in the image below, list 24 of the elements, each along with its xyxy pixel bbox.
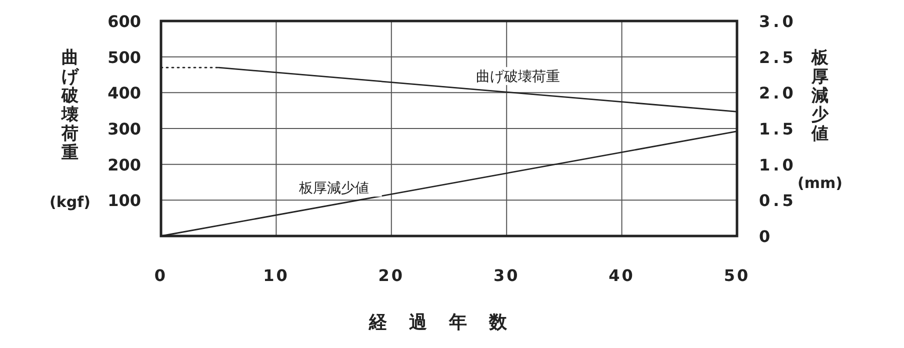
series-label: 曲げ破壊荷重 <box>476 69 560 86</box>
text: 曲げ破壊荷重 (kgf) <box>50 48 90 211</box>
x-tick-label: 50 <box>724 266 750 285</box>
x-tick-label: 40 <box>608 266 635 285</box>
y-tick-label: 600 <box>108 12 141 31</box>
y-tick-label: 100 <box>108 191 141 210</box>
y2-tick-label: 1.0 <box>759 155 796 174</box>
y2-tick-label: 2.0 <box>759 84 796 103</box>
y-tick-label: 500 <box>108 48 141 67</box>
text: 板厚減少値 (mm) <box>798 48 842 192</box>
y2-tick-label: 1.5 <box>759 120 796 138</box>
y-tick-label: 400 <box>108 84 141 103</box>
x-tick-label: 20 <box>378 266 405 285</box>
y2-tick-label: 3.0 <box>759 12 796 31</box>
y2-tick-label: 0.5 <box>759 191 796 210</box>
x-axis-title: 経過年数 <box>368 312 529 333</box>
y2-tick-label: 0 <box>759 227 774 246</box>
x-tick-label: 0 <box>154 266 168 285</box>
y-tick-label: 200 <box>108 155 141 174</box>
x-tick-label: 10 <box>263 266 290 285</box>
x-tick-label: 30 <box>493 266 520 285</box>
y-tick-label: 300 <box>108 120 141 138</box>
series-label: 板厚減少値 <box>298 180 369 197</box>
y2-tick-label: 2.5 <box>759 48 796 67</box>
